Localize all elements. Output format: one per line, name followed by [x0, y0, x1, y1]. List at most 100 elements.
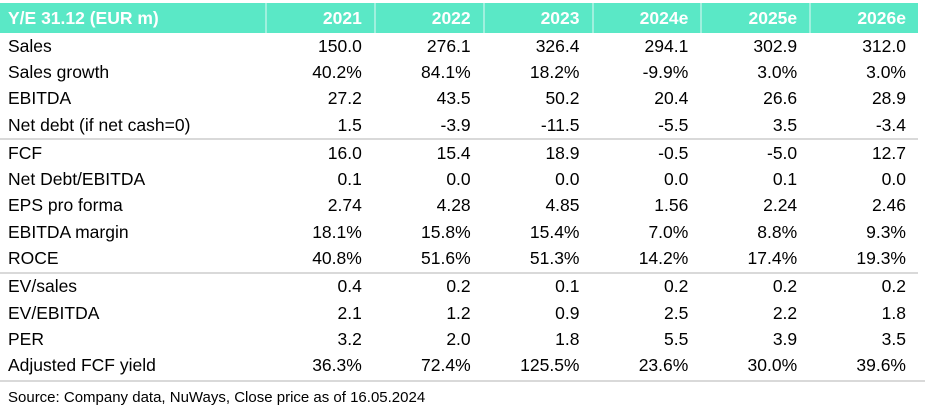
- row-label: EBITDA: [8, 88, 72, 109]
- table-header-year: 2021: [265, 3, 374, 33]
- row-label: PER: [8, 328, 44, 349]
- table-row: Sales growth 40.2% 84.1% 18.2% -9.9% 3.0% 3.0%: [0, 59, 918, 85]
- cell-value: 50.2: [545, 88, 580, 109]
- cell-value: 12.7: [871, 142, 906, 163]
- table-row: Adjusted FCF yield 36.3% 72.4% 125.5% 23.6% 3…: [0, 353, 918, 379]
- cell-value: 72.4%: [421, 355, 471, 376]
- cell-value: 0.2: [881, 276, 906, 297]
- cell-value: 0.2: [446, 276, 471, 297]
- financials-table: Y/E 31.12 (EUR m) 2021 2022 2023 2024e 2025e…: [0, 3, 925, 406]
- table-header-year: 2024e: [591, 3, 701, 33]
- row-label: EV/EBITDA: [8, 302, 100, 323]
- table-row: EPS pro forma 2.74 4.28 4.85 1.56 2.24 2.46: [0, 193, 918, 219]
- cell-value: -3.4: [875, 114, 906, 135]
- row-label: Net debt (if net cash=0): [8, 114, 191, 135]
- cell-value: 15.4: [436, 142, 471, 163]
- row-label: EBITDA margin: [8, 221, 129, 242]
- cell-value: -11.5: [540, 114, 580, 135]
- table-row: PER 3.2 2.0 1.8 5.5 3.9 3.5: [0, 326, 918, 352]
- cell-value: 9.3%: [866, 221, 906, 242]
- row-label: Sales: [8, 35, 52, 56]
- cell-value: 1.5: [337, 114, 362, 135]
- table-body: Sales 150.0 276.1 326.4 294.1 302.9 312.0 Sales…: [0, 33, 918, 379]
- cell-value: 0.2: [664, 276, 689, 297]
- cell-value: 2.74: [327, 195, 362, 216]
- cell-value: 39.6%: [856, 355, 906, 376]
- cell-value: -3.9: [440, 114, 471, 135]
- cell-value: 1.8: [881, 302, 906, 323]
- cell-value: 26.6: [763, 88, 798, 109]
- cell-value: 18.2%: [529, 61, 580, 82]
- table-section: Sales 150.0 276.1 326.4 294.1 302.9 312.0 Sales…: [0, 33, 918, 138]
- row-label: EPS pro forma: [8, 195, 123, 216]
- table-row: EV/sales 0.4 0.2 0.1 0.2 0.2 0.2: [0, 274, 918, 300]
- table-row: Net Debt/EBITDA 0.1 0.0 0.0 0.0 0.1 0.0: [0, 166, 918, 192]
- cell-value: 18.1%: [312, 221, 362, 242]
- cell-value: 19.3%: [856, 248, 906, 269]
- cell-value: 40.8%: [312, 248, 362, 269]
- cell-value: 125.5%: [520, 355, 580, 376]
- row-label: ROCE: [8, 248, 59, 269]
- table-header-year: 2026e: [809, 3, 918, 33]
- cell-value: 0.4: [337, 276, 362, 297]
- cell-value: 51.3%: [529, 248, 580, 269]
- cell-value: 17.4%: [747, 248, 798, 269]
- cell-value: 4.85: [545, 195, 580, 216]
- table-section: FCF 16.0 15.4 18.9 -0.5 -5.0 12.7 Net Debt/EBIT…: [0, 138, 918, 271]
- cell-value: 14.2%: [638, 248, 689, 269]
- cell-value: -9.9%: [642, 61, 689, 82]
- cell-value: 312.0: [862, 35, 906, 56]
- cell-value: 2.0: [446, 328, 471, 349]
- table-row: EBITDA 27.2 43.5 50.2 20.4 26.6 28.9: [0, 86, 918, 112]
- row-label: Sales growth: [8, 61, 110, 82]
- row-label: Adjusted FCF yield: [8, 355, 156, 376]
- table-header-year: 2025e: [700, 3, 809, 33]
- cell-value: 0.9: [555, 302, 580, 323]
- table-row: Net debt (if net cash=0) 1.5 -3.9 -11.5 -5.5…: [0, 112, 918, 138]
- cell-value: -5.0: [767, 142, 798, 163]
- cell-value: 1.8: [555, 328, 580, 349]
- cell-value: -5.5: [658, 114, 689, 135]
- table-row: EV/EBITDA 2.1 1.2 0.9 2.5 2.2 1.8: [0, 300, 918, 326]
- cell-value: 0.1: [772, 169, 798, 190]
- cell-value: 150.0: [318, 35, 362, 56]
- table-header-row: Y/E 31.12 (EUR m) 2021 2022 2023 2024e 2025e…: [0, 3, 918, 33]
- table-row: EBITDA margin 18.1% 15.8% 15.4% 7.0% 8.8% 9.3%: [0, 219, 918, 245]
- cell-value: 2.46: [871, 195, 906, 216]
- cell-value: 3.5: [772, 114, 798, 135]
- row-label: FCF: [8, 142, 43, 163]
- cell-value: 36.3%: [312, 355, 362, 376]
- cell-value: 30.0%: [747, 355, 798, 376]
- cell-value: 27.2: [327, 88, 362, 109]
- table-header-year: 2023: [482, 3, 592, 33]
- source-note: Source: Company data, NuWays, Close pric…: [0, 379, 925, 406]
- cell-value: 28.9: [871, 88, 906, 109]
- cell-value: 1.2: [446, 302, 471, 323]
- table-row: FCF 16.0 15.4 18.9 -0.5 -5.0 12.7: [0, 140, 918, 166]
- table-row: ROCE 40.8% 51.6% 51.3% 14.2% 17.4% 19.3%: [0, 245, 918, 271]
- cell-value: 0.0: [555, 169, 580, 190]
- cell-value: 2.5: [664, 302, 689, 323]
- cell-value: -0.5: [658, 142, 689, 163]
- table-header-label: Y/E 31.12 (EUR m): [8, 7, 159, 28]
- cell-value: 302.9: [753, 35, 798, 56]
- cell-value: 0.0: [664, 169, 689, 190]
- cell-value: 0.2: [772, 276, 798, 297]
- row-label: EV/sales: [8, 276, 78, 297]
- cell-value: 1.56: [654, 195, 689, 216]
- cell-value: 2.1: [337, 302, 362, 323]
- cell-value: 3.0%: [757, 61, 798, 82]
- cell-value: 0.0: [881, 169, 906, 190]
- cell-value: 2.24: [763, 195, 798, 216]
- cell-value: 84.1%: [421, 61, 471, 82]
- cell-value: 23.6%: [638, 355, 689, 376]
- cell-value: 3.9: [772, 328, 798, 349]
- cell-value: 18.9: [545, 142, 580, 163]
- cell-value: 40.2%: [312, 61, 362, 82]
- cell-value: 20.4: [654, 88, 689, 109]
- cell-value: 294.1: [644, 35, 689, 56]
- cell-value: 326.4: [535, 35, 580, 56]
- cell-value: 15.4%: [529, 221, 580, 242]
- cell-value: 15.8%: [421, 221, 471, 242]
